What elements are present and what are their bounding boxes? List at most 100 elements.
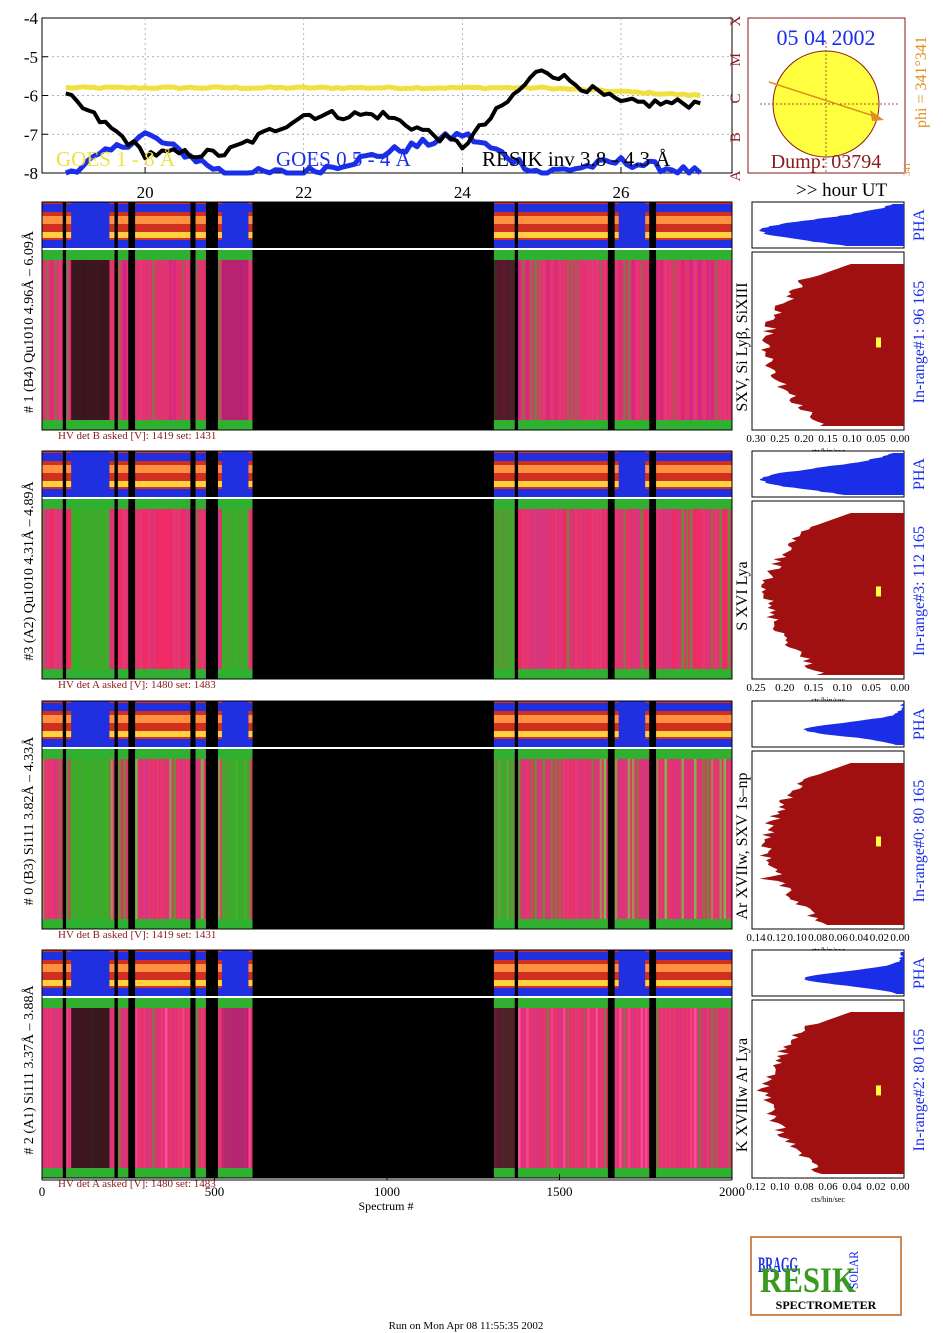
spectrum-axis-label: Spectrum # [359, 1199, 414, 1213]
pha-band [195, 451, 206, 497]
goes-grid [42, 18, 732, 173]
spectrum-x-tick: 0.00 [890, 682, 910, 694]
solar-disk-panel: 05 04 2002 Dump: 03794 phi = 341°341 341 [747, 17, 930, 177]
spectrum-x-tick: 0.15 [804, 682, 824, 694]
spectrum-x-tick: 0.02 [866, 1181, 885, 1193]
phi-small-label: 341 [902, 163, 912, 177]
spectrum-axis-tick: 1500 [547, 1184, 573, 1199]
roll-angle-arrow [768, 81, 881, 119]
spectral-band [195, 499, 206, 679]
spectrum-x-tick: 0.00 [890, 932, 910, 944]
spectrum-profile [761, 513, 904, 675]
spectrum-x-tick: 0.06 [818, 1181, 838, 1193]
pha-histogram [759, 204, 904, 246]
in-range-marker [876, 586, 881, 597]
spectrum-x-tick: 0.10 [770, 1181, 790, 1193]
goes-class-label: M [728, 53, 744, 66]
in-range-label: In-range#0: 80 165 [911, 780, 928, 903]
pha-band [195, 701, 206, 747]
spectrum-x-tick: 0.20 [794, 433, 814, 445]
pha-label: PHA [911, 209, 928, 241]
goes-series-line [65, 68, 701, 161]
goes-y-tick-label: -5 [24, 48, 38, 67]
logo-spectrometer: SPECTROMETER [776, 1298, 877, 1312]
spectrum-x-tick: 0.08 [794, 1181, 814, 1193]
hour-ut-label: >> hour UT [796, 180, 887, 201]
spectrum-profile [760, 264, 904, 426]
pha-band [117, 701, 129, 747]
goes-x-tick-label: 22 [295, 183, 312, 202]
phi-angle: phi = 341°341 [913, 36, 930, 128]
in-range-marker [876, 836, 881, 847]
in-range-label: In-range#2: 80 165 [911, 1029, 928, 1152]
detector-label: # 2 (A1) Si111 3.37Å – 3.88Å [21, 984, 37, 1154]
goes-y-tick-label: -4 [24, 9, 39, 28]
detector-label: # 0 (B3) Si111 3.82Å – 4.33Å [21, 736, 37, 905]
dump-number: Dump: 03794 [771, 151, 882, 173]
goes-lightcurve-plot: -4 -5 -6 -7 -8 A B C M X 20 22 24 26 GOES 1 - 8 Å G… [24, 9, 744, 202]
spectrum-x-tick: 0.02 [870, 932, 889, 944]
sun-date: 05 04 2002 [777, 25, 876, 50]
spectrum-x-tick: 0.10 [842, 433, 862, 445]
spectrum-x-tick: 0.04 [849, 932, 869, 944]
in-range-marker [876, 1085, 881, 1096]
spectrum-x-unit: cts/bin/sec [811, 1195, 845, 1204]
spectral-panel: HV det B asked [V]: 1419 set: 1431 # 0 (B… [21, 700, 928, 955]
spectrum-x-tick: 0.06 [829, 932, 849, 944]
spectrum-profile [756, 1012, 904, 1174]
spectrum-axis-tick: 1000 [374, 1184, 400, 1199]
pha-label: PHA [911, 708, 928, 740]
spectrum-x-tick: 0.15 [818, 433, 838, 445]
resik-logo: BRAGG RESIK SOLAR SPECTROMETER [750, 1236, 902, 1316]
hv-status: HV det B asked [V]: 1419 set: 1431 [58, 430, 216, 442]
pha-histogram [804, 952, 904, 994]
spectrum-x-tick: 0.14 [746, 932, 766, 944]
goes-class-label: C [728, 93, 744, 103]
in-range-label: In-range#1: 96 165 [911, 281, 928, 404]
spectrum-x-tick: 0.25 [770, 433, 790, 445]
spectrum-axis-tick: 2000 [719, 1184, 745, 1199]
goes-x-tick-label: 24 [454, 183, 472, 202]
spectrum-x-tick: 0.10 [833, 682, 853, 694]
pha-band [195, 950, 206, 996]
spectrum-x-tick: 0.12 [746, 1181, 765, 1193]
spectrum-x-tick: 0.12 [767, 932, 786, 944]
spectrum-profile [759, 763, 904, 925]
pha-histogram [803, 703, 904, 745]
pha-histogram [759, 453, 904, 495]
goes-class-label: B [728, 132, 744, 142]
in-range-marker [876, 337, 881, 348]
goes-class-label: X [728, 15, 744, 26]
goes-flare-classes: A B C M X [728, 15, 744, 181]
hv-status: HV det B asked [V]: 1419 set: 1431 [58, 929, 216, 941]
goes-x-tick-label: 20 [137, 183, 154, 202]
spectral-band [135, 499, 191, 679]
goes-x-ticks: 20 22 24 26 [137, 167, 629, 202]
spectral-band [518, 998, 608, 1178]
spectral-panels: HV det B asked [V]: 1419 set: 1431 # 1 (B… [21, 201, 928, 1204]
spectral-band [518, 749, 608, 929]
goes-x-tick-label: 26 [612, 183, 629, 202]
pha-band [117, 202, 129, 248]
pha-label: PHA [911, 458, 928, 490]
legend-goes-long: GOES 1 - 8 Å [56, 147, 176, 171]
detector-label: #3 (A2) Qu1010 4.31Å – 4.89Å [21, 480, 37, 660]
goes-lines [64, 68, 702, 176]
emission-lines-label: SXV, Si Lyβ, SiXIII [734, 282, 751, 411]
spectral-band [195, 250, 206, 430]
goes-y-tick-label: -6 [24, 87, 38, 106]
spectrum-x-tick: 0.20 [775, 682, 795, 694]
logo-bragg: BRAGG [758, 1252, 798, 1277]
legend-goes-short: GOES 0.5 - 4 Å [276, 147, 412, 171]
legend-resik: RESIK inv 3.8 - 4.3 Å [482, 147, 671, 171]
hv-status: HV det A asked [V]: 1480 set: 1483 [58, 1178, 216, 1190]
spectral-band [42, 250, 63, 430]
logo-resik: RESIK [760, 1260, 856, 1300]
pha-band [195, 202, 206, 248]
in-range-label: In-range#3: 112 165 [911, 526, 928, 656]
spectral-panel: HV det A asked [V]: 1480 set: 1483 # 2 (A… [21, 949, 928, 1204]
spectral-panel: HV det A asked [V]: 1480 set: 1483 #3 (A2… [21, 450, 928, 705]
spectral-panel: HV det B asked [V]: 1419 set: 1431 # 1 (B… [21, 201, 928, 456]
goes-y-ticks: -4 -5 -6 -7 -8 [24, 9, 48, 183]
